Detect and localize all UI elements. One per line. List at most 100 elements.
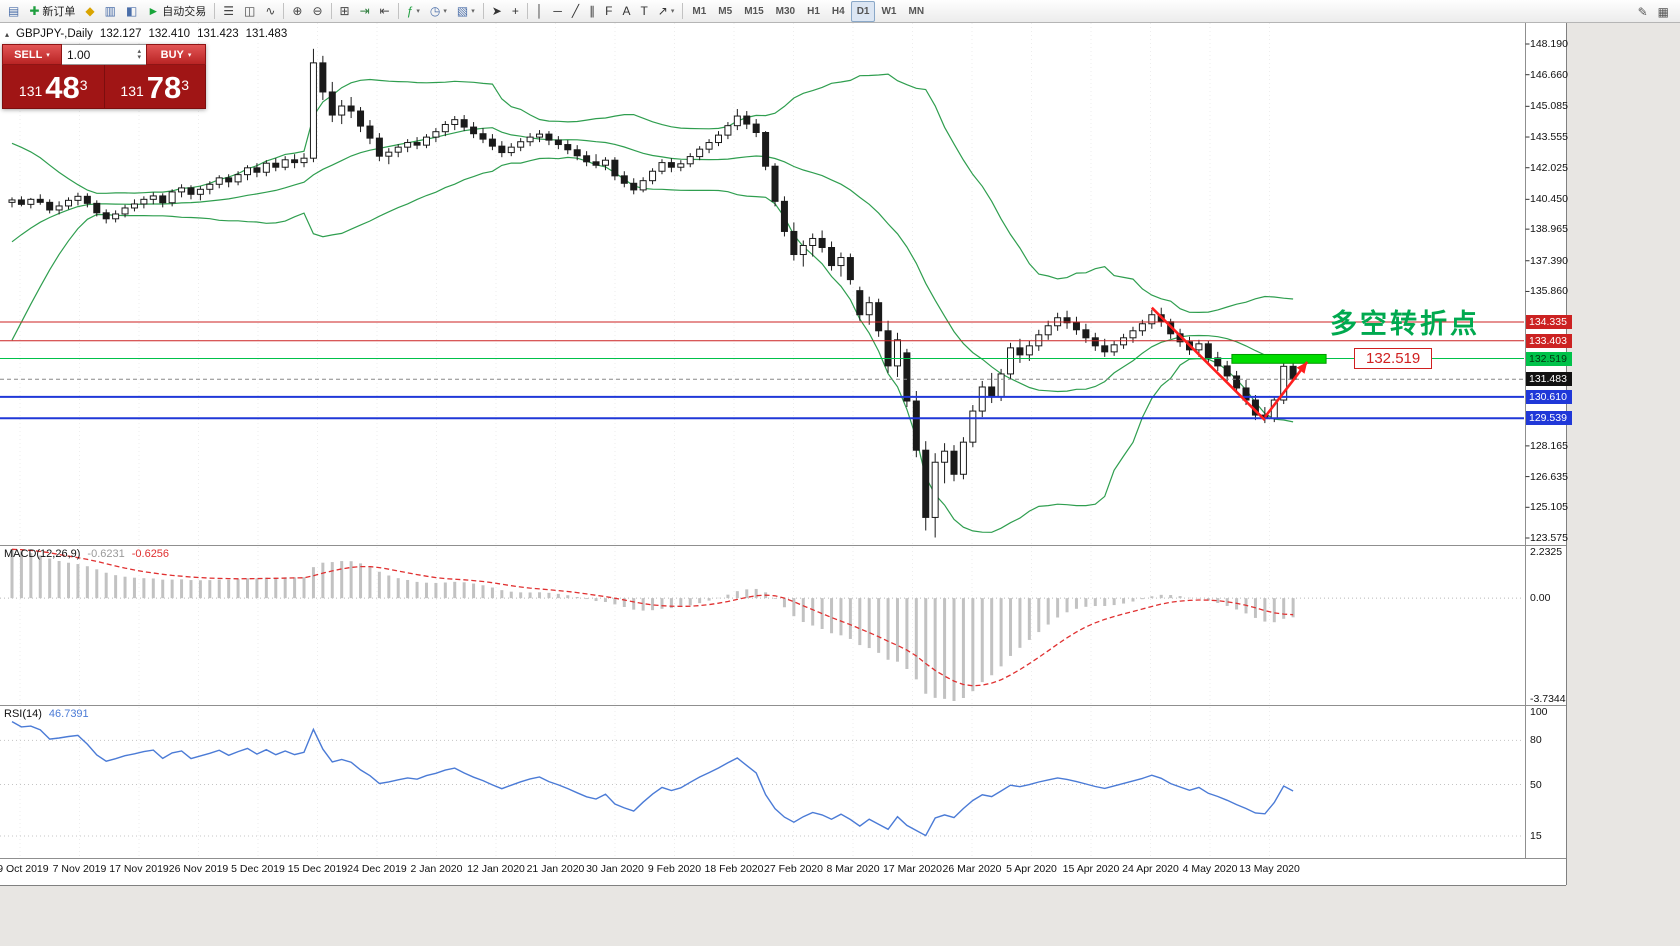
text[interactable]: A xyxy=(617,1,635,22)
high-value: 132.410 xyxy=(148,28,191,40)
toolbar-separator xyxy=(682,3,684,19)
trendline-icon: ╱ xyxy=(571,4,580,18)
toolbar-separator xyxy=(283,3,285,19)
chart-shift-icon: ⇤ xyxy=(379,4,390,18)
autotrade[interactable]: ► 自动交易 xyxy=(142,1,211,22)
low-value: 131.423 xyxy=(197,28,239,40)
chevron-down-icon: ▾ xyxy=(471,8,475,15)
toolbar-separator xyxy=(330,3,332,19)
text-label[interactable]: T xyxy=(635,1,652,22)
timeframe-w1[interactable]: W1 xyxy=(881,5,897,17)
close-value: 131.483 xyxy=(245,28,288,40)
new-order[interactable]: ✚ 新订单 xyxy=(24,1,80,22)
price-chart-panel[interactable] xyxy=(0,23,1525,545)
horizontal-line-icon: ─ xyxy=(553,4,562,18)
templates-icon: ▧ xyxy=(456,4,469,18)
arrows[interactable]: ↗ ▾ xyxy=(653,1,680,22)
timeframe-m30[interactable]: M30 xyxy=(775,5,796,17)
toolbar-separator xyxy=(214,3,216,19)
timeframe-m5[interactable]: M5 xyxy=(718,5,733,17)
indicators[interactable]: ƒ ▾ xyxy=(402,1,425,22)
new-chart[interactable]: ▤ xyxy=(3,1,24,22)
vertical-line[interactable]: │ xyxy=(531,1,549,22)
sell-button[interactable]: SELL ▾ xyxy=(2,44,62,65)
new-order-icon: ✚ xyxy=(29,4,40,18)
sell-price[interactable]: 131 48 3 xyxy=(3,65,104,108)
price-axis[interactable] xyxy=(1526,23,1566,858)
toolbar-separator xyxy=(397,3,399,19)
timeframe-h4[interactable]: H4 xyxy=(831,5,845,17)
toolbar-right-buttons: ✎ ▦ xyxy=(1633,1,1674,22)
buy-price[interactable]: 131 78 3 xyxy=(103,65,206,108)
macd-name: MACD(12,26,9) xyxy=(4,548,81,560)
volume-stepper[interactable]: ▴ ▾ xyxy=(137,47,141,61)
symbol-period-label: GBPJPY-,Daily xyxy=(16,28,93,40)
zoom-in[interactable]: ⊕ xyxy=(287,1,307,22)
chevron-down-icon: ▾ xyxy=(187,51,192,59)
text-label-icon: T xyxy=(640,4,648,18)
rsi-panel[interactable] xyxy=(0,706,1525,858)
periods-icon: ◷ xyxy=(429,4,441,18)
sell-price-pips: 48 xyxy=(45,70,80,105)
new-order-label: 新订单 xyxy=(42,6,76,18)
zoom-out[interactable]: ⊖ xyxy=(307,1,327,22)
auto-scroll[interactable]: ⇥ xyxy=(355,1,375,22)
panels-tool-icon: ▦ xyxy=(1657,4,1669,19)
turning-point-annotation: 多空转折点 xyxy=(1330,309,1480,339)
chevron-down-icon: ▾ xyxy=(416,8,420,15)
line-chart[interactable]: ∿ xyxy=(260,1,280,22)
sell-price-prefix: 131 xyxy=(18,83,43,99)
cursor-pointer[interactable]: ➤ xyxy=(487,1,507,22)
date-axis[interactable] xyxy=(0,859,1566,885)
buy-price-prefix: 131 xyxy=(120,83,144,99)
volume-value: 1.00 xyxy=(67,47,91,62)
bar-chart-icon: ☰ xyxy=(223,4,234,18)
horizontal-line[interactable]: ─ xyxy=(548,1,567,22)
buy-price-pips: 78 xyxy=(146,70,182,105)
edit-tool-icon: ✎ xyxy=(1637,4,1648,19)
equidistant-channel-icon: ∥ xyxy=(589,4,596,18)
crosshair[interactable]: + xyxy=(507,1,524,22)
buy-button-label: BUY xyxy=(160,48,184,61)
bar-chart[interactable]: ☰ xyxy=(218,1,239,22)
macd-panel[interactable] xyxy=(0,546,1525,705)
market-watch[interactable]: ▥ xyxy=(100,1,121,22)
timeframe-m1[interactable]: M1 xyxy=(692,5,707,17)
timeframe-d1[interactable]: D1 xyxy=(850,0,876,22)
vertical-line-icon: │ xyxy=(535,4,544,18)
main-toolbar: ▤ ✚ 新订单 ◆ ▥ ◧ ► 自动交易 ☰ ◫ ∿ ⊕ ⊖ ⊞ ⇥ ⇤ ƒ ▾ ◷ ▾ ▧ ▾ ➤ + │ ─ ╱ ∥ F A T ↗ ▾ M1… xyxy=(0,0,1680,23)
trendline[interactable]: ╱ xyxy=(567,1,584,22)
chevron-down-icon: ▾ xyxy=(443,8,447,15)
tile-windows[interactable]: ⊞ xyxy=(335,1,355,22)
volume-input[interactable]: 1.00 ▴ ▾ xyxy=(62,44,146,65)
periods[interactable]: ◷ ▾ xyxy=(425,1,452,22)
autotrade-label: 自动交易 xyxy=(162,6,207,18)
templates[interactable]: ▧ ▾ xyxy=(452,1,480,22)
chart-marker-icon: ▴ xyxy=(5,29,10,39)
toolbar-separator xyxy=(482,3,484,19)
alerts-icon: ◆ xyxy=(85,4,95,18)
chart-shift[interactable]: ⇤ xyxy=(375,1,395,22)
alerts[interactable]: ◆ xyxy=(80,1,99,22)
edit-tool[interactable]: ✎ xyxy=(1633,1,1653,22)
sell-price-point: 3 xyxy=(79,77,88,93)
buy-button[interactable]: BUY ▾ xyxy=(146,44,206,65)
chevron-down-icon: ▾ xyxy=(46,51,50,59)
rsi-name: RSI(14) xyxy=(4,708,42,720)
candlestick-chart[interactable]: ◫ xyxy=(239,1,260,22)
equidistant-channel[interactable]: ∥ xyxy=(584,1,600,22)
rsi-value: 46.7391 xyxy=(48,708,89,720)
timeframe-h1[interactable]: H1 xyxy=(807,5,820,17)
buy-price-point: 3 xyxy=(181,77,190,93)
macd-indicator-label: MACD(12,26,9) -0.6231 -0.6256 xyxy=(4,548,169,560)
timeframe-m15[interactable]: M15 xyxy=(744,5,764,17)
timeframe-mn[interactable]: MN xyxy=(908,5,925,17)
open-value: 132.127 xyxy=(99,28,142,40)
candlestick-chart-icon: ◫ xyxy=(243,4,256,18)
panels-tool[interactable]: ▦ xyxy=(1653,1,1674,22)
zoom-out-icon: ⊖ xyxy=(312,4,323,18)
fibonacci[interactable]: F xyxy=(600,1,617,22)
auto-scroll-icon: ⇥ xyxy=(359,4,370,18)
navigator[interactable]: ◧ xyxy=(121,1,142,22)
